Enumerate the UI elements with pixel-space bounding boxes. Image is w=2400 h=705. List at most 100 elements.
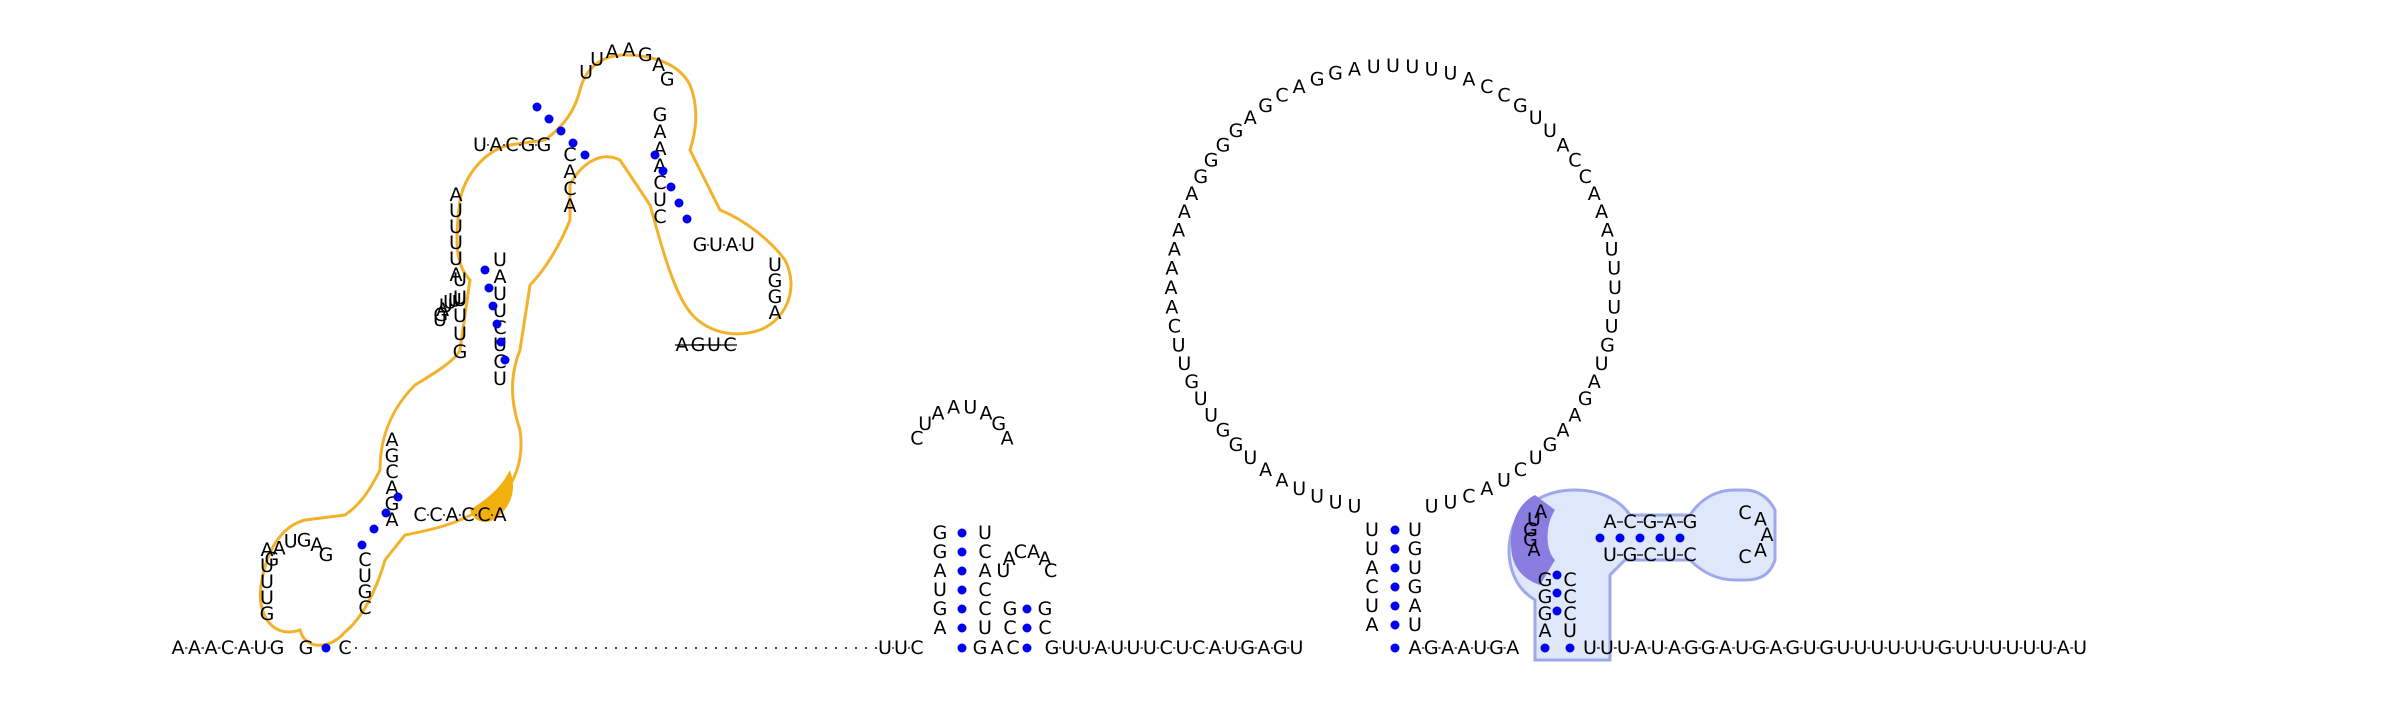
trunk-nt: U bbox=[2073, 637, 2087, 659]
trunk-nt: C bbox=[910, 637, 923, 659]
bigloop-loop-nt: A bbox=[1557, 420, 1570, 442]
bigloop-loop-nt: C bbox=[1514, 459, 1527, 481]
trunk-nt: U bbox=[2006, 637, 2020, 659]
orange-domain-nt: A bbox=[261, 539, 274, 561]
base-pair-dot bbox=[1022, 623, 1032, 633]
bigloop-loop-nt: A bbox=[1165, 296, 1178, 318]
base-pair-dot bbox=[957, 528, 967, 538]
base-pair-dot bbox=[1022, 643, 1032, 653]
bigloop-loop-nt: C bbox=[1168, 316, 1181, 338]
orange-domain-nt: G bbox=[453, 341, 468, 363]
strand-5p-nt: A bbox=[238, 637, 251, 659]
orange-domain-nt: U bbox=[260, 587, 274, 609]
trunk-nt: U bbox=[1078, 637, 1092, 659]
blue-domain-nt: U bbox=[1603, 544, 1617, 566]
bigloop-loop-nt: C bbox=[1480, 76, 1493, 98]
orange-domain-nt: U bbox=[453, 305, 467, 327]
orange-domain-nt: C bbox=[653, 172, 666, 194]
bigloop-loop-nt: G bbox=[1600, 334, 1615, 356]
orange-domain-nt: U bbox=[493, 283, 507, 305]
bigloop-loop-nt: C bbox=[1497, 85, 1510, 107]
blue-domain-nt: A bbox=[1761, 524, 1774, 546]
orange-domain-nt: U bbox=[741, 234, 755, 256]
bigloop-loop-nt: A bbox=[1185, 183, 1198, 205]
base-pair-dot bbox=[1390, 582, 1400, 592]
bigloop-loop-nt: G bbox=[1204, 150, 1219, 172]
trunk-nt: U bbox=[1651, 637, 1665, 659]
bigloop-loop-nt: U bbox=[1347, 496, 1361, 518]
hairpin1-stem-left: G bbox=[933, 522, 948, 544]
bigloop-loop-nt: A bbox=[1480, 478, 1493, 500]
orange-domain-nt: U bbox=[709, 234, 723, 256]
orange-domain-nt: A bbox=[564, 161, 577, 183]
trunk-nt: U bbox=[1853, 637, 1867, 659]
base-pair-dot bbox=[1552, 570, 1562, 580]
orange-domain-nt: A bbox=[726, 234, 739, 256]
orange-domain-nt: A bbox=[652, 54, 665, 76]
trunk-nt: U bbox=[1837, 637, 1851, 659]
base-pair-dot bbox=[1655, 533, 1665, 543]
strand-5p-nt: A bbox=[172, 637, 185, 659]
orange-domain-nt: A bbox=[606, 41, 619, 63]
trunk-nt: G bbox=[1424, 637, 1439, 659]
blue-domain-nt: A bbox=[1754, 508, 1767, 530]
trunk-nt: U bbox=[1617, 637, 1631, 659]
trunk-nt: U bbox=[1972, 637, 1986, 659]
strand-5p-nt: A bbox=[188, 637, 201, 659]
hairpin1-stem-right: C bbox=[978, 579, 991, 601]
bigloop-stem-left: C bbox=[1365, 576, 1378, 598]
bigloop-loop-nt: A bbox=[1588, 371, 1601, 393]
trunk-nt: U bbox=[894, 637, 908, 659]
orange-domain-nt: G bbox=[260, 603, 275, 625]
hairpin1-stem-right: U bbox=[978, 522, 992, 544]
trunk-nt: U bbox=[1921, 637, 1935, 659]
orange-domain-nt: U bbox=[579, 62, 593, 84]
bigloop-loop-nt: U bbox=[1605, 238, 1619, 260]
orange-domain-nt: U bbox=[453, 289, 467, 311]
orange-domain-outline bbox=[258, 53, 793, 647]
bigloop-loop-nt: G bbox=[1229, 120, 1244, 142]
orange-domain-nt: A bbox=[564, 195, 577, 217]
bigloop-loop-nt: U bbox=[1529, 107, 1543, 129]
bigloop-loop-nt: G bbox=[1216, 420, 1231, 442]
bigloop-stem-left: U bbox=[1365, 595, 1379, 617]
trunk-nt: U bbox=[1175, 637, 1189, 659]
bigloop-loop-nt: G bbox=[1216, 134, 1231, 156]
base-pair-dot bbox=[1565, 643, 1575, 653]
orange-domain-nt: U bbox=[260, 571, 274, 593]
trunk-nt: U bbox=[1127, 637, 1141, 659]
orange-domain-nt: G bbox=[319, 544, 334, 566]
trunk-nt: A bbox=[1769, 637, 1782, 659]
base-pair-dot bbox=[1390, 643, 1400, 653]
trunk-nt: U bbox=[1583, 637, 1597, 659]
blue-domain-nt: A bbox=[1539, 620, 1552, 642]
blue-domain-nt: C bbox=[1563, 586, 1576, 608]
base-pair-dot bbox=[658, 166, 668, 176]
hairpin2-loop-nt: A bbox=[1027, 541, 1040, 563]
orange-domain-nt: C bbox=[358, 597, 371, 619]
trunk-nt: G bbox=[1273, 637, 1288, 659]
orange-domain-nt: C bbox=[461, 504, 474, 526]
orange-domain-nt: A bbox=[386, 429, 399, 451]
hairpin1-stem-left: A bbox=[934, 560, 947, 582]
orange-domain-nt: U bbox=[453, 287, 467, 309]
bigloop-stem-left: A bbox=[1366, 614, 1379, 636]
hairpin1-stem-left: G bbox=[933, 598, 948, 620]
blue-domain-nt: A bbox=[1754, 540, 1767, 562]
bigloop-loop-nt: G bbox=[1543, 434, 1558, 456]
base-pair-dot bbox=[1390, 544, 1400, 554]
base-pair-dot bbox=[1390, 525, 1400, 535]
bigloop-loop-nt: G bbox=[1310, 68, 1325, 90]
bigloop-stem-right: G bbox=[1408, 576, 1423, 598]
trunk-nt: G bbox=[1819, 637, 1834, 659]
orange-domain-nt: A bbox=[450, 184, 463, 206]
bigloop-loop-nt: U bbox=[1177, 353, 1191, 375]
base-pair-dot bbox=[532, 102, 542, 112]
bigloop-loop-nt: G bbox=[1193, 166, 1208, 188]
hairpin2-stem-right: C bbox=[1038, 617, 1051, 639]
hairpin1-stem-left: A bbox=[934, 617, 947, 639]
hairpin1-loop-nt: A bbox=[1001, 428, 1014, 450]
hairpin1-stem-right: U bbox=[978, 617, 992, 639]
trunk-nt: U bbox=[2039, 637, 2053, 659]
trunk-nt: U bbox=[1735, 637, 1749, 659]
